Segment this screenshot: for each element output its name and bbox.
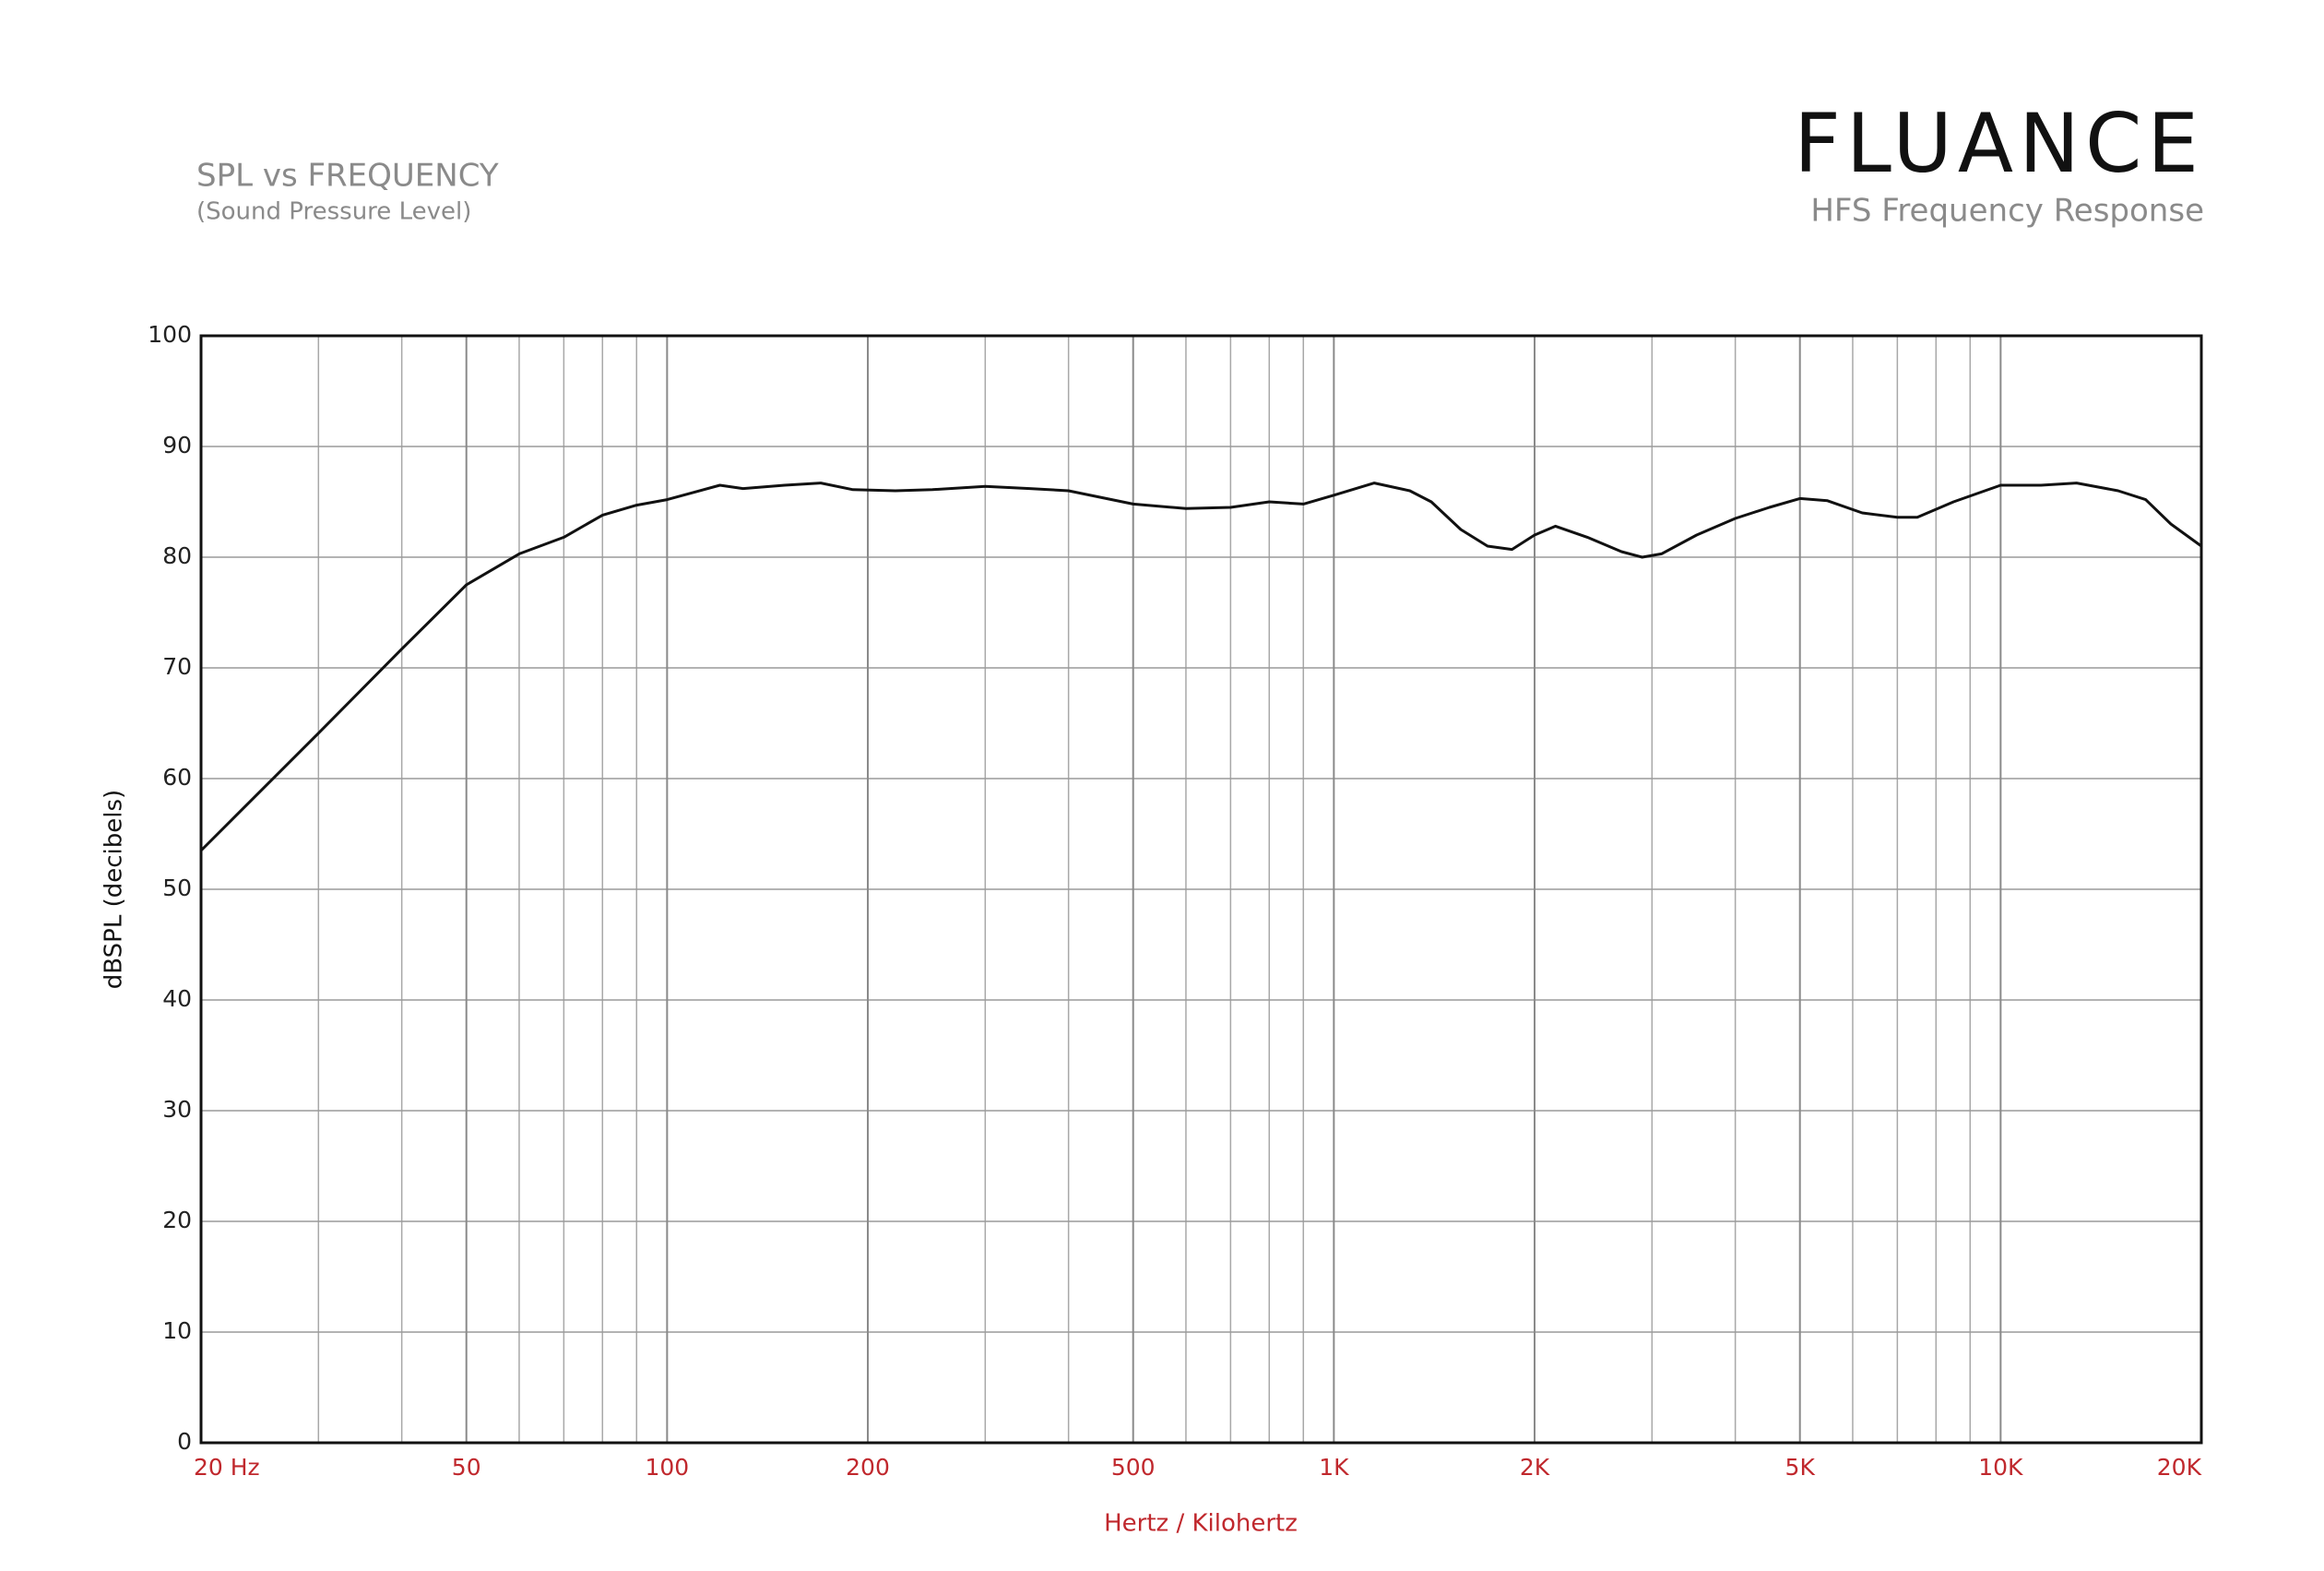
y-tick-label: 80 bbox=[162, 542, 192, 569]
y-tick-label: 50 bbox=[162, 875, 192, 901]
x-tick-label: 100 bbox=[645, 1454, 689, 1481]
x-tick-label: 50 bbox=[452, 1454, 481, 1481]
brand-logo: FLUANCE bbox=[1794, 96, 2204, 191]
x-tick-label: 20K bbox=[2157, 1454, 2202, 1481]
x-tick-label: 2K bbox=[1520, 1454, 1550, 1481]
x-tick-label: 200 bbox=[846, 1454, 890, 1481]
response-line bbox=[199, 482, 2202, 852]
x-axis-label: Hertz / Kilohertz bbox=[1104, 1510, 1298, 1538]
y-tick-label: 40 bbox=[162, 985, 192, 1012]
x-tick-label: 10K bbox=[1978, 1454, 2023, 1481]
x-tick-label: 1K bbox=[1319, 1454, 1349, 1481]
x-tick-label: 20 Hz bbox=[194, 1454, 260, 1481]
chart-subtitle: (Sound Pressure Level) bbox=[196, 198, 471, 226]
x-tick-label: 500 bbox=[1111, 1454, 1156, 1481]
y-tick-label: 90 bbox=[162, 432, 192, 458]
y-tick-label: 100 bbox=[148, 321, 192, 348]
x-tick-label: 5K bbox=[1785, 1454, 1816, 1481]
chart-title: SPL vs FREQUENCY bbox=[196, 158, 499, 195]
plot-frame bbox=[199, 334, 2203, 1445]
y-tick-label: 70 bbox=[162, 653, 192, 680]
y-tick-label: 10 bbox=[162, 1317, 192, 1344]
y-tick-label: 30 bbox=[162, 1096, 192, 1123]
y-tick-label: 20 bbox=[162, 1207, 192, 1233]
y-tick-label: 0 bbox=[177, 1428, 192, 1455]
y-axis-label: dBSPL (decibels) bbox=[101, 790, 128, 989]
chart-caption: HFS Frequency Response bbox=[1810, 193, 2204, 230]
y-tick-label: 60 bbox=[162, 764, 192, 791]
